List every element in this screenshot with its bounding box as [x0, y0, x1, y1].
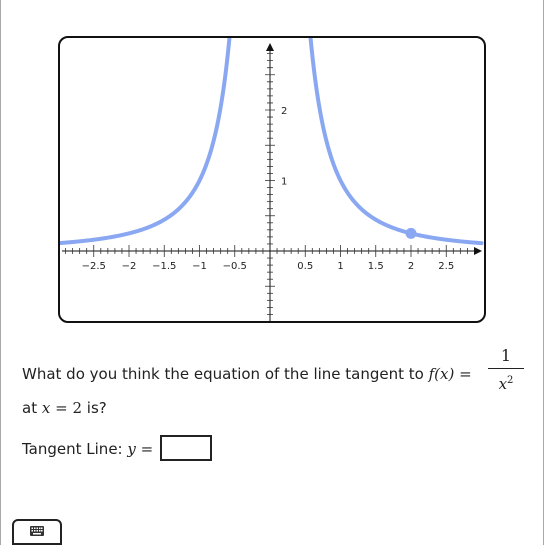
- question-line-1: What do you think the equation of the li…: [22, 364, 472, 384]
- x-tick-label: −0.5: [223, 261, 247, 272]
- x-value: = 2: [55, 399, 82, 417]
- tangent-point: [405, 227, 417, 239]
- graph-canvas: −2.5 −2 −1.5 −1 −0.5 0.5 1 1.5 2 2.5 1 2: [60, 38, 484, 321]
- y-axis-arrow: [266, 43, 274, 51]
- function-fraction: 1 x2: [488, 346, 524, 393]
- tangent-line-label: Tangent Line:: [22, 440, 123, 458]
- x-axis-arrow: [474, 247, 482, 255]
- denominator-base: x: [498, 375, 508, 393]
- question-line-2: at x = 2 is?: [22, 398, 107, 418]
- x-tick-label: 0.5: [297, 261, 313, 272]
- x-tick-label: 2.5: [438, 261, 454, 272]
- answer-equals: =: [140, 440, 154, 458]
- fraction-bar: [488, 368, 524, 369]
- y-variable: y: [127, 440, 136, 458]
- y-tick-label: 2: [281, 106, 287, 117]
- denominator-exponent: 2: [507, 375, 514, 386]
- answer-row: Tangent Line: y =: [22, 436, 153, 462]
- x-tick-label: −2: [122, 261, 137, 272]
- fraction-numerator: 1: [500, 346, 512, 365]
- at-word: at: [22, 399, 38, 417]
- x-tick-label: −1.5: [152, 261, 176, 272]
- function-graph: −2.5 −2 −1.5 −1 −0.5 0.5 1 1.5 2 2.5 1 2: [58, 36, 486, 323]
- keyboard-icon: [30, 526, 44, 536]
- tangent-line-input[interactable]: [160, 435, 212, 461]
- equals-sign: =: [459, 365, 472, 383]
- x-tick-label: −1: [192, 261, 207, 272]
- question-suffix: is?: [86, 399, 107, 417]
- curve-right-branch: [308, 38, 484, 246]
- function-name: f(x): [428, 365, 455, 383]
- question-prefix: What do you think the equation of the li…: [22, 365, 424, 383]
- keyboard-toggle-button[interactable]: [12, 519, 62, 545]
- x-tick-label: −2.5: [82, 261, 106, 272]
- fraction-denominator: x2: [488, 372, 524, 393]
- x-tick-label: 1.5: [368, 261, 384, 272]
- y-tick-label: 1: [281, 177, 287, 188]
- curve-left-branch: [60, 38, 232, 246]
- x-tick-label: 1: [337, 261, 343, 272]
- x-variable: x: [41, 399, 51, 417]
- x-tick-label: 2: [408, 261, 414, 272]
